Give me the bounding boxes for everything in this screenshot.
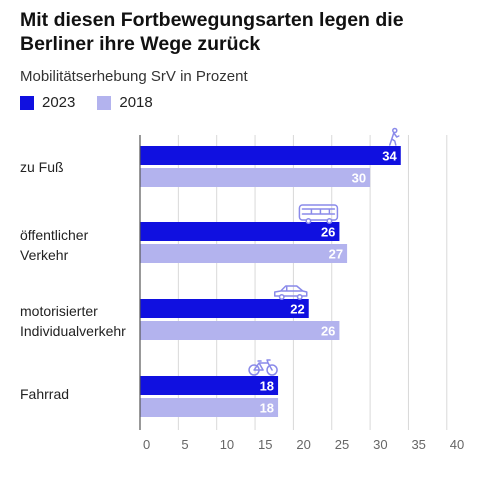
category-label-walking: zu Fuß [20,157,64,177]
data-label: 18 [260,401,274,416]
category-label-line: öffentlicher [20,227,89,243]
legend-item-2018: 2018 [97,94,153,111]
bar-2018 [140,321,340,340]
legend-swatch-2018 [97,95,112,110]
bus-icon [298,204,339,224]
chart-subtitle: Mobilitätserhebung SrV in Prozent [20,68,248,85]
x-tick-label: 10 [220,437,234,452]
bar-2018 [140,244,348,263]
legend-label-2023: 2023 [42,94,76,111]
x-tick-label: 0 [143,437,150,452]
category-label-bicycle: Fahrrad [20,384,69,404]
category-label-public-transport: öffentlicher Verkehr [20,225,88,265]
x-tick-label: 20 [296,437,310,452]
bar-2018 [140,398,279,417]
data-label: 22 [290,302,304,317]
category-label-line: zu Fuß [20,159,64,175]
car-icon [273,285,308,300]
x-tick-label: 15 [258,437,272,452]
data-label: 34 [382,149,397,164]
pedestrian-icon [389,127,400,146]
data-label: 26 [321,324,335,339]
data-label: 27 [329,247,343,262]
x-tick-label: 40 [450,437,464,452]
bar-2018 [140,168,371,187]
legend-label-2018: 2018 [119,94,153,111]
legend-item-2023: 2023 [20,94,75,111]
x-tick-label: 25 [335,437,349,452]
data-label: 26 [321,225,335,240]
x-tick-label: 30 [373,437,387,452]
data-label: 18 [260,379,274,394]
x-tick-label: 5 [181,437,188,452]
bar-2023 [140,146,401,165]
category-label-line: Verkehr [20,247,69,263]
category-label-motorized: motorisierter Individualverkehr [20,301,126,341]
legend: 2023 2018 [20,94,175,111]
category-label-line: Individualverkehr [20,323,126,339]
bar-2023 [140,299,309,318]
data-label: 30 [352,171,366,186]
category-label-line: Fahrrad [20,386,70,402]
bicycle-icon [248,359,278,376]
legend-swatch-2023 [20,95,34,110]
category-label-line: motorisierter [20,303,98,319]
bar-2023 [140,222,340,241]
chart-title: Mit diesen Fortbewegungsarten legen die … [20,9,404,55]
x-tick-label: 35 [411,437,425,452]
bar-2023 [140,376,279,395]
